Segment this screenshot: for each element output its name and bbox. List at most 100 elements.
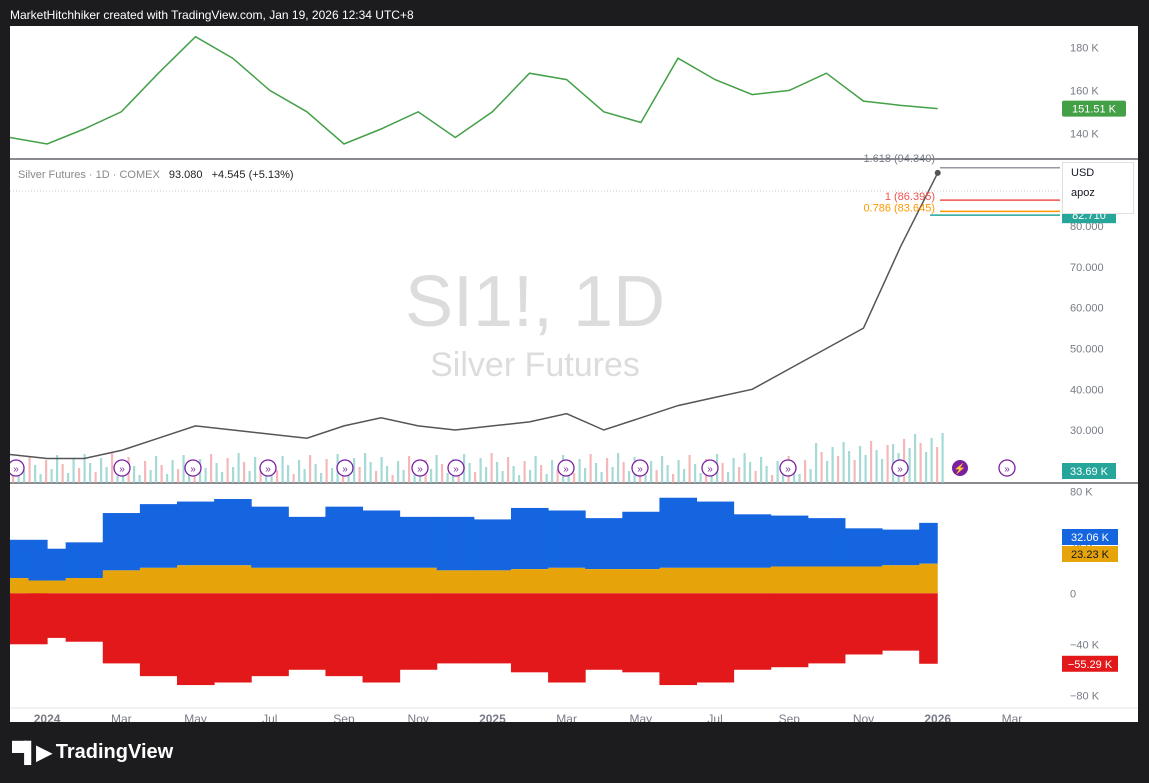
volume-bar [364, 453, 367, 483]
volume-bar [595, 463, 598, 483]
volume-bar [386, 466, 389, 483]
cot-mid-bar [882, 565, 920, 594]
cot-long-bar [696, 501, 735, 568]
cot-long-bar [176, 501, 215, 566]
volume-bar [870, 441, 873, 483]
volume-bar [749, 462, 752, 483]
cot-short-bar [882, 593, 920, 651]
time-axis-tick: Mar [1002, 712, 1023, 722]
volume-bar [28, 456, 31, 483]
volume-bar [908, 448, 911, 483]
volume-bar [534, 456, 537, 483]
volume-bar [677, 460, 680, 483]
volume-bar [320, 473, 323, 483]
volume-bar [105, 467, 108, 483]
volume-bar [94, 472, 97, 483]
time-axis-tick: Nov [853, 712, 874, 722]
chart-canvas[interactable]: SI1!, 1D Silver Futures 180 K 160 K 140 K 151… [10, 26, 1138, 722]
dividend-event-glyph: » [453, 464, 459, 475]
fib-level-label: 1 (86.395) [885, 191, 935, 203]
cot-short-bar [473, 593, 512, 664]
dividend-event-icon [447, 459, 465, 477]
chart-frame[interactable]: SI1!, 1D Silver Futures 180 K 160 K 140 K 151… [10, 26, 1138, 722]
dividend-event-glyph: » [119, 464, 125, 475]
volume-bar [738, 467, 741, 483]
cot-short-bar [622, 593, 660, 673]
cot-short-bar [65, 593, 104, 642]
volume-bar [848, 451, 851, 483]
cot-short-bar [325, 593, 364, 677]
cot-long-bar [807, 518, 846, 567]
volume-bar [782, 470, 785, 483]
cot-mid-bar [362, 567, 401, 594]
volume-bar [523, 461, 526, 483]
volume-bar [479, 458, 482, 483]
time-axis-tick: Nov [408, 712, 429, 722]
cot-long-bar [399, 516, 438, 568]
volume-bar [688, 455, 691, 483]
dividend-event-glyph: » [785, 464, 791, 475]
cot-mid-bar [102, 570, 141, 594]
cot-mid-bar [844, 566, 883, 594]
volume-bar [34, 465, 37, 483]
volume-bar [149, 470, 152, 483]
volume-bar [265, 475, 268, 483]
symbol-legend[interactable]: Silver Futures · 1D · COMEX 93.080 +4.54… [18, 169, 294, 181]
unit-label[interactable]: apoz [1071, 187, 1095, 199]
volume-bar [820, 452, 823, 483]
dividend-event-icon [701, 459, 719, 477]
time-axis-tick: 2026 [924, 712, 951, 722]
volume-bar [743, 453, 746, 483]
volume-bar [875, 450, 878, 483]
cot-long-bar [251, 506, 289, 568]
cot-long-bar [770, 515, 809, 567]
volume-bar [45, 460, 48, 483]
volume-bar [485, 467, 488, 483]
cot-long-bar [882, 529, 920, 566]
cot-long-bar [733, 514, 772, 568]
volume-bar [408, 456, 411, 483]
volume-bar [864, 455, 867, 483]
dividend-event-glyph: » [563, 464, 569, 475]
volume-bar [831, 447, 834, 483]
volume-bar [529, 470, 532, 483]
volume-badge-label: 33.69 K [1070, 466, 1109, 478]
volume-bar [699, 473, 702, 483]
volume-bar [771, 475, 774, 483]
volume-bar [732, 458, 735, 483]
volume-bar [441, 464, 444, 483]
volume-bar [672, 474, 675, 483]
volume-bar [622, 462, 625, 483]
time-axis-tick: Sep [333, 712, 355, 722]
dividend-event-icon [336, 459, 354, 477]
dividend-event-icon [259, 459, 277, 477]
currency-box[interactable]: USD apoz [1062, 162, 1134, 214]
currency-label[interactable]: USD [1071, 167, 1095, 179]
volume-bar [144, 461, 147, 483]
volume-bar [215, 463, 218, 483]
cot-mid-bar [288, 567, 326, 594]
volume-bar [919, 443, 922, 483]
cot-mid-bar [325, 567, 364, 594]
cot-mid-bar [807, 566, 846, 594]
cot-mid-bar [399, 567, 438, 594]
volume-bar [804, 460, 807, 483]
volume-bar [507, 457, 510, 483]
earnings-event-icon [952, 460, 968, 476]
volume-bar [556, 469, 559, 483]
dividend-event-glyph: » [265, 464, 271, 475]
volume-bar [232, 467, 235, 483]
cot-long-bar [473, 519, 512, 571]
volume-bar [584, 468, 587, 483]
volume-bar [259, 466, 262, 483]
volume-bar [226, 458, 229, 483]
cot-mid-bar [436, 570, 475, 594]
volume-bar [490, 453, 493, 483]
volume-bar [842, 442, 845, 483]
volume-bar [243, 462, 246, 483]
cot-long-bar [585, 518, 623, 570]
volume-bar [402, 470, 405, 483]
volume-bar [611, 467, 614, 483]
time-axis-tick: 2025 [479, 712, 506, 722]
volume-bar [941, 433, 944, 483]
